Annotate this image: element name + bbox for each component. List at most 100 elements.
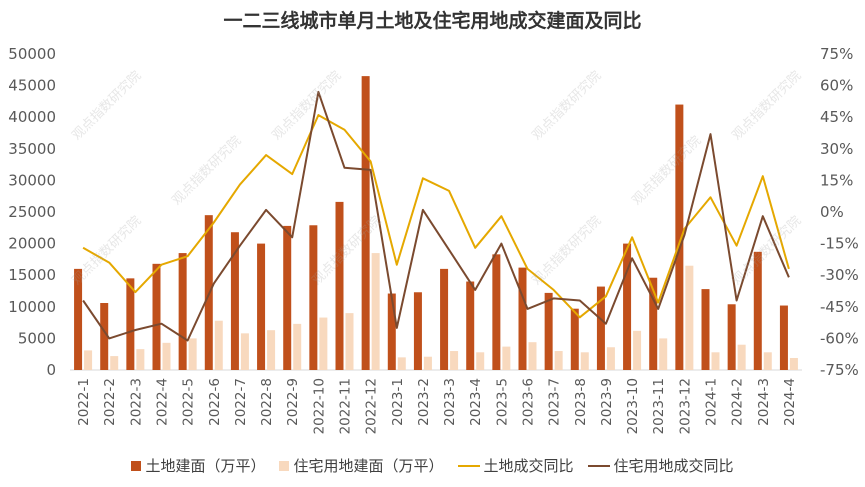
bar-residential-area <box>319 317 328 370</box>
bar-land-area <box>126 278 135 370</box>
bar-residential-area <box>789 357 798 370</box>
bar-land-area <box>413 292 422 370</box>
bar-residential-area <box>685 265 694 370</box>
y-left-tick-label: 20000 <box>8 235 56 253</box>
y-right-tick-label: -15% <box>820 235 859 253</box>
bar-land-area <box>649 277 658 370</box>
y-left-tick-label: 0 <box>46 361 56 379</box>
bar-land-area <box>335 201 344 370</box>
bar-residential-area <box>476 352 485 370</box>
bar-residential-area <box>371 253 380 370</box>
x-tick-label: 2022-5 <box>181 378 197 426</box>
legend-swatch-land-yoy <box>457 464 480 467</box>
x-tick-label: 2022-3 <box>128 378 144 426</box>
x-tick-label: 2022-11 <box>338 378 354 434</box>
legend-item-land: 土地建面（万平） <box>131 455 265 476</box>
bar-residential-area <box>528 342 537 370</box>
line-land-yoy <box>82 114 790 319</box>
bar-land-area <box>675 104 684 370</box>
x-tick-label: 2022-4 <box>155 378 171 426</box>
legend-swatch-residential <box>279 460 290 471</box>
y-left-tick-label: 35000 <box>8 140 56 158</box>
legend-item-residential: 住宅用地建面（万平） <box>279 455 444 476</box>
bar-residential-area <box>423 356 432 370</box>
bar-residential-area <box>450 351 459 370</box>
bar-land-area <box>544 292 553 370</box>
legend-label-residential-yoy: 住宅用地成交同比 <box>613 457 734 475</box>
legend-swatch-land <box>131 460 142 471</box>
bar-residential-area <box>293 323 302 370</box>
bar-residential-area <box>188 338 197 370</box>
bar-residential-area <box>580 352 589 370</box>
bar-land-area <box>596 286 605 370</box>
x-axis: 2022-1 2022-2 2022-3 2022-4 2022-5 2022-6 2022… <box>76 378 798 434</box>
y-axis-right: -75% -60% -45% -30% -15% 0% 15% 30% 45% 60% 75% <box>820 45 859 379</box>
legend-item-residential-yoy: 住宅用地成交同比 <box>587 455 734 476</box>
y-left-tick-label: 45000 <box>8 77 56 95</box>
bar-residential-area <box>502 346 511 370</box>
y-left-tick-label: 25000 <box>8 203 56 221</box>
x-tick-label: 2024-4 <box>782 378 798 426</box>
y-left-tick-label: 5000 <box>18 329 56 347</box>
bar-land-area <box>466 281 475 370</box>
y-right-tick-label: 75% <box>820 45 853 63</box>
bar-land-area <box>100 303 109 370</box>
y-left-tick-label: 50000 <box>8 45 56 63</box>
y-right-tick-label: -75% <box>820 361 859 379</box>
x-tick-label: 2022-1 <box>76 378 92 426</box>
bar-land-area <box>361 76 370 371</box>
chart-title: 一二三线城市单月土地及住宅用地成交建面及同比 <box>223 10 642 32</box>
bar-residential-area <box>554 351 563 370</box>
bar-residential-area <box>711 352 720 370</box>
bar-residential-area <box>397 357 406 370</box>
bar-residential-area <box>162 342 171 370</box>
bar-land-area <box>387 293 396 370</box>
bar-land-area <box>518 267 527 370</box>
bar-residential-area <box>659 338 668 370</box>
bar-land-area <box>701 289 710 370</box>
y-right-tick-label: -30% <box>820 266 859 284</box>
bar-land-area <box>779 305 788 370</box>
bar-land-area <box>283 225 292 370</box>
x-tick-label: 2024-1 <box>704 378 720 426</box>
x-tick-label: 2023-1 <box>390 378 406 426</box>
x-tick-label: 2022-9 <box>285 378 301 426</box>
x-tick-label: 2023-3 <box>442 378 458 426</box>
bar-land-area <box>623 243 632 370</box>
bar-residential-area <box>214 320 223 370</box>
bar-land-area <box>178 253 187 370</box>
bar-residential-area <box>345 313 354 370</box>
x-tick-label: 2022-8 <box>259 378 275 426</box>
x-tick-label: 2023-8 <box>573 378 589 426</box>
legend-label-land-yoy: 土地成交同比 <box>483 457 574 475</box>
x-tick-label: 2023-7 <box>547 378 563 426</box>
bar-land-area <box>492 254 501 370</box>
y-right-tick-label: -45% <box>820 298 859 316</box>
legend-label-land: 土地建面（万平） <box>145 457 266 475</box>
bars-residential-area <box>84 253 798 370</box>
bar-residential-area <box>84 350 93 370</box>
y-axis-left: 0 5000 10000 15000 20000 25000 30000 35000 40000… <box>8 45 56 379</box>
x-tick-label: 2023-10 <box>625 378 641 434</box>
bar-land-area <box>257 243 266 370</box>
x-tick-label: 2023-12 <box>677 378 693 434</box>
x-tick-label: 2023-5 <box>494 378 510 426</box>
bar-land-area <box>309 225 318 370</box>
bar-residential-area <box>110 356 119 370</box>
x-tick-label: 2023-2 <box>416 378 432 426</box>
bar-residential-area <box>737 344 746 370</box>
x-tick-label: 2022-6 <box>207 378 223 426</box>
x-tick-label: 2023-4 <box>468 378 484 426</box>
bar-residential-area <box>240 333 249 370</box>
y-right-tick-label: -60% <box>820 329 859 347</box>
y-right-tick-label: 15% <box>820 171 853 189</box>
bar-land-area <box>74 268 83 370</box>
y-right-tick-label: 0% <box>820 203 844 221</box>
x-tick-label: 2022-2 <box>102 378 118 426</box>
legend-label-residential: 住宅用地建面（万平） <box>293 457 444 475</box>
x-tick-label: 2024-2 <box>730 378 746 426</box>
legend-swatch-residential-yoy <box>587 464 610 467</box>
y-right-tick-label: 60% <box>820 77 853 95</box>
bar-land-area <box>570 308 579 370</box>
